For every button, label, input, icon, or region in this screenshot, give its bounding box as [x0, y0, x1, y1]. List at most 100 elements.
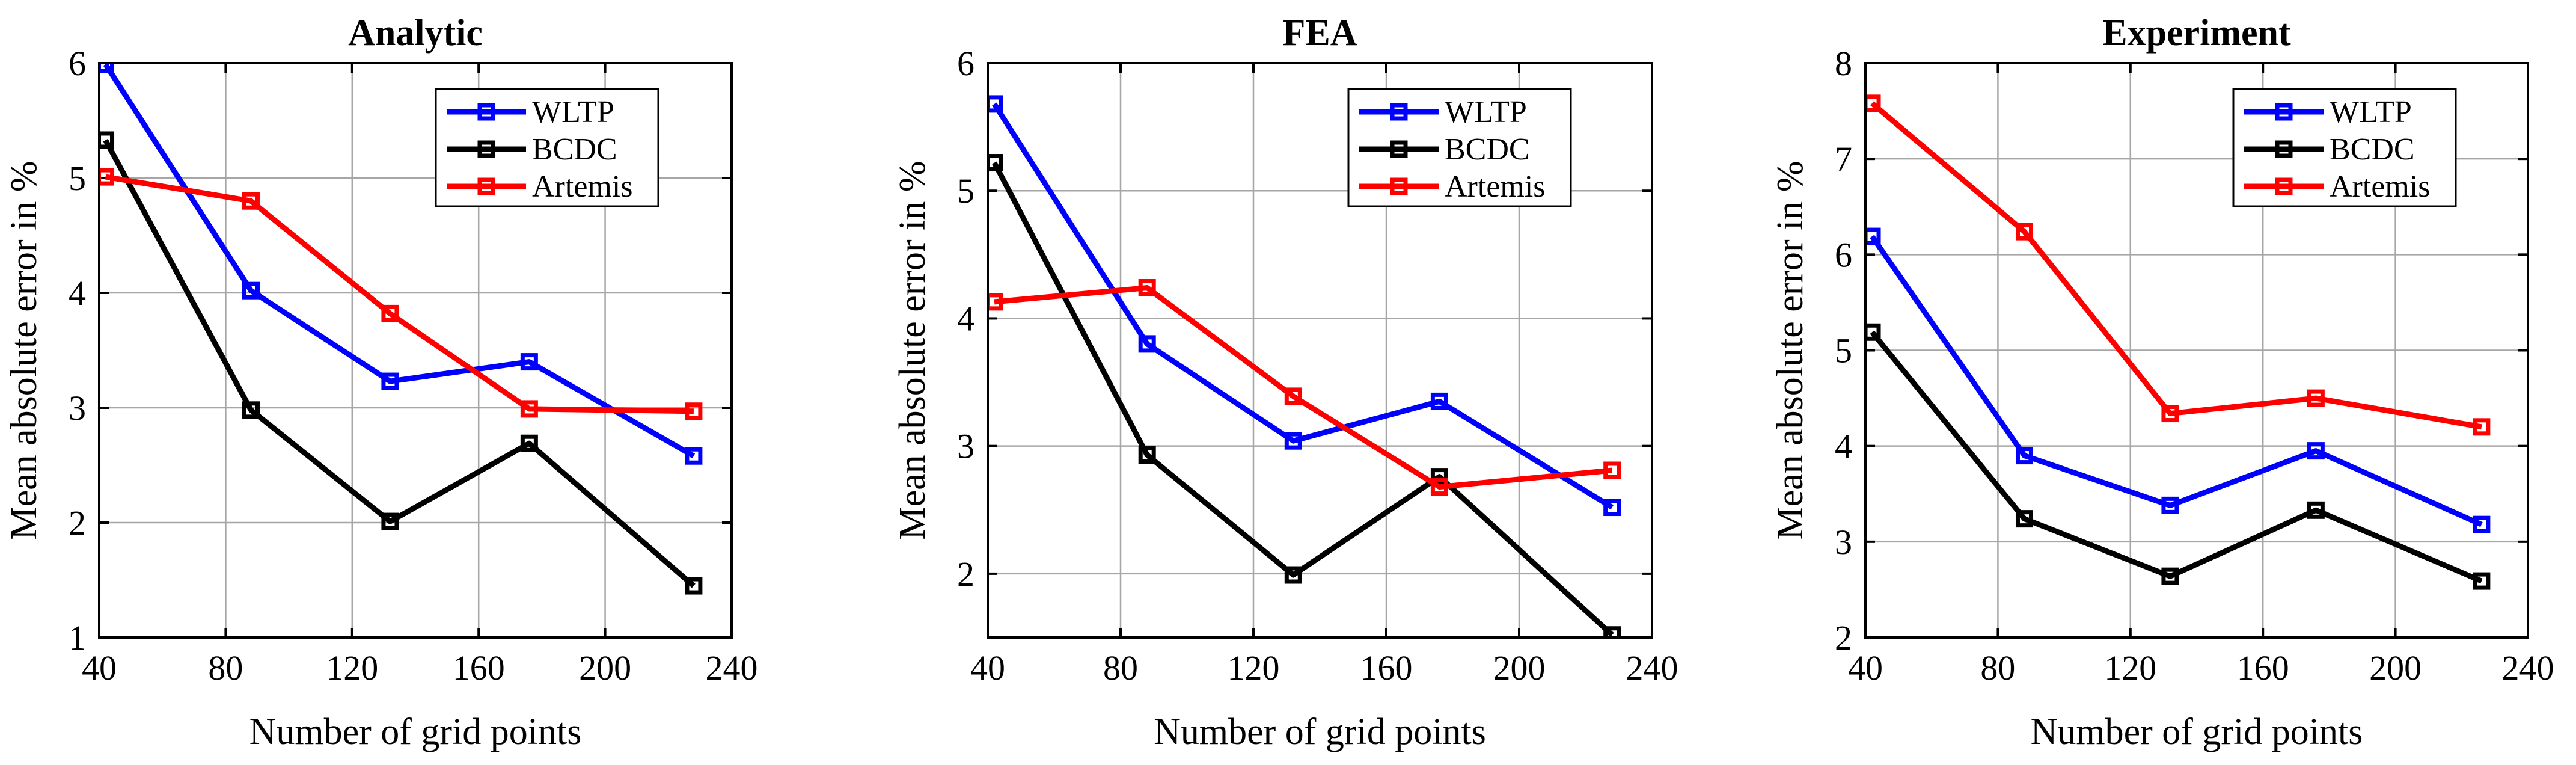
y-axis-label: Mean absolute error in %	[892, 161, 933, 539]
x-tick-label: 160	[1360, 648, 1413, 687]
chart-panel-2: 40 80 120 160 200 240 2 3 4 5 6 FEA Number of grid p…	[892, 13, 1678, 752]
data-point-bcdc	[381, 512, 399, 530]
data-point-bcdc	[2015, 510, 2033, 528]
legend-label-bcdc: BCDC	[2330, 132, 2415, 167]
legend-marker-bcdc	[1390, 140, 1408, 158]
series-line-wltp	[1870, 235, 2483, 527]
y-tick-label: 4	[69, 274, 86, 313]
data-point-wltp	[1284, 432, 1302, 450]
plot-area	[99, 63, 703, 595]
chart-title: Experiment	[2102, 13, 2291, 54]
data-point-wltp	[2307, 442, 2325, 460]
y-tick-label: 7	[1835, 140, 1852, 179]
legend-label-bcdc: BCDC	[532, 132, 617, 167]
data-point-artemis	[685, 402, 703, 420]
series-line-bcdc	[1870, 330, 2483, 584]
legend-marker-wltp	[1390, 103, 1408, 121]
data-point-wltp	[1430, 392, 1448, 410]
y-tick-label: 3	[1835, 523, 1852, 562]
legend-label-wltp: WLTP	[2330, 95, 2412, 129]
data-point-wltp	[1603, 499, 1621, 517]
legend-label-artemis: Artemis	[1445, 170, 1546, 204]
data-point-artemis	[2015, 223, 2033, 241]
data-point-wltp	[1138, 335, 1156, 353]
x-tick-label: 40	[970, 648, 1005, 687]
data-point-artemis	[2161, 405, 2179, 423]
plot-frame	[987, 62, 1653, 639]
y-axis-label: Mean absolute error in %	[4, 161, 44, 539]
data-point-bcdc	[2161, 567, 2179, 585]
data-point-artemis	[2473, 418, 2491, 436]
x-tick-label: 160	[453, 648, 505, 687]
data-point-artemis	[1430, 478, 1448, 496]
chart-title: Analytic	[348, 13, 483, 54]
x-tick-label: 120	[1228, 648, 1280, 687]
data-point-artemis	[1603, 461, 1621, 479]
y-tick-label: 4	[1835, 427, 1852, 466]
series-line-artemis	[994, 285, 1613, 490]
data-point-bcdc	[2307, 501, 2325, 519]
y-axis-label: Mean absolute error in %	[1770, 161, 1811, 539]
y-tick-label: 8	[1835, 44, 1852, 83]
data-point-bcdc	[242, 401, 260, 419]
x-tick-label: 80	[1980, 648, 2015, 687]
chart-panel-1: 40 80 120 160 200 240 1 2 3 4 5 6 Analytic Number of …	[4, 13, 758, 752]
legend-label-artemis: Artemis	[2330, 170, 2431, 204]
data-point-bcdc	[1430, 468, 1448, 486]
series-line-artemis	[1870, 101, 2482, 430]
plot-area	[1865, 94, 2491, 590]
x-tick-label: 240	[1626, 648, 1678, 687]
data-point-wltp	[520, 353, 538, 371]
legend-label-wltp: WLTP	[532, 95, 614, 129]
chart-title: FEA	[1283, 13, 1357, 54]
data-point-bcdc	[685, 577, 703, 595]
y-tick-label: 2	[69, 503, 86, 542]
data-point-bcdc	[2473, 572, 2491, 590]
y-tick-label: 1	[69, 618, 86, 657]
x-tick-label: 40	[82, 648, 117, 687]
x-axis-label: Number of grid points	[249, 711, 582, 752]
x-tick-label: 120	[2104, 648, 2156, 687]
data-point-artemis	[2307, 389, 2325, 407]
legend-label-bcdc: BCDC	[1445, 132, 1530, 167]
x-axis-label: Number of grid points	[2031, 711, 2363, 752]
y-tick-label: 5	[957, 171, 974, 210]
x-tick-label: 240	[706, 648, 758, 687]
y-tick-label: 6	[1835, 235, 1852, 274]
data-point-bcdc	[1603, 626, 1621, 638]
y-tick-label: 2	[957, 555, 974, 594]
legend-marker-artemis	[1390, 177, 1408, 195]
x-tick-label: 240	[2502, 648, 2554, 687]
data-point-wltp	[381, 372, 399, 390]
legend-marker-artemis	[477, 177, 495, 195]
data-point-artemis	[381, 304, 399, 322]
data-point-artemis	[1284, 387, 1302, 405]
legend-label-artemis: Artemis	[532, 170, 633, 204]
x-tick-label: 80	[1103, 648, 1138, 687]
data-point-artemis	[242, 192, 260, 210]
data-point-artemis	[99, 168, 115, 186]
x-tick-label: 120	[326, 648, 378, 687]
y-tick-label: 6	[69, 44, 86, 83]
data-point-wltp	[2161, 496, 2179, 514]
y-tick-label: 2	[1835, 618, 1852, 657]
legend-marker-bcdc	[477, 140, 495, 158]
y-tick-label: 4	[957, 299, 974, 338]
data-point-wltp	[685, 447, 703, 465]
legend-marker-wltp	[2275, 103, 2293, 121]
legend-marker-artemis	[2275, 177, 2293, 195]
series-line-bcdc	[103, 138, 696, 588]
x-tick-label: 160	[2237, 648, 2289, 687]
data-point-artemis	[520, 400, 538, 418]
data-point-bcdc	[99, 131, 115, 149]
data-point-wltp	[2015, 447, 2033, 465]
series-line-wltp	[103, 63, 696, 459]
data-point-artemis	[1138, 279, 1156, 297]
y-tick-label: 6	[957, 44, 974, 83]
legend-marker-wltp	[477, 103, 495, 121]
x-tick-label: 200	[579, 648, 631, 687]
x-tick-label: 80	[208, 648, 243, 687]
